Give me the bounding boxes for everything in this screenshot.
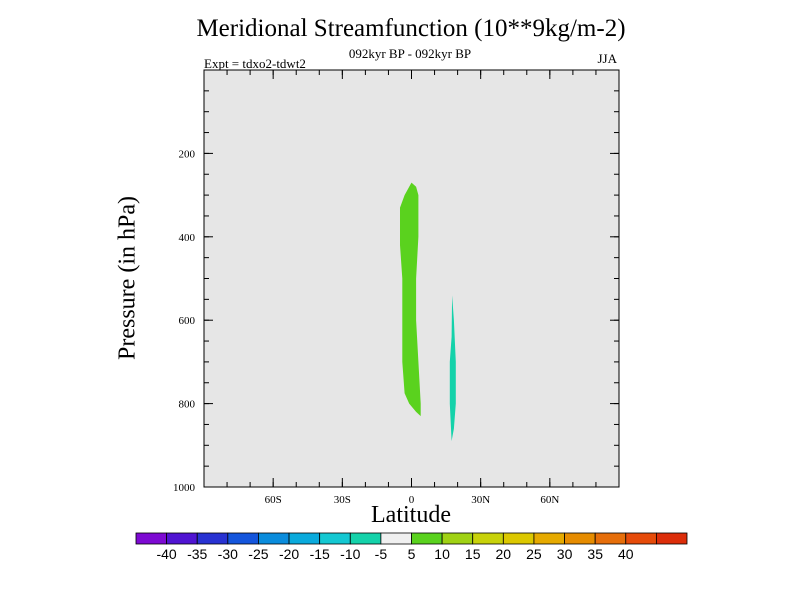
colorbar-label: -10	[340, 546, 360, 562]
colorbar-label: 40	[618, 546, 634, 562]
colorbar-label: 10	[434, 546, 450, 562]
colorbar-swatch	[533, 532, 565, 545]
colorbar-swatch	[288, 532, 321, 545]
contour-region-1	[400, 182, 421, 417]
colorbar-label: 15	[465, 546, 481, 562]
colorbar-label: -5	[375, 546, 388, 562]
colorbar-swatch	[655, 532, 688, 545]
x-tick-label: 60N	[540, 494, 559, 506]
x-tick-label: 30N	[471, 494, 490, 506]
x-tick-label: 0	[409, 494, 415, 506]
chart-subtitle-experiment: Expt = tdxo2-tdwt2	[204, 56, 306, 71]
colorbar-label: 35	[587, 546, 603, 562]
colorbar-swatch	[166, 532, 198, 545]
y-tick-label: 400	[179, 232, 196, 244]
colorbar-swatch	[625, 532, 657, 545]
colorbar-swatch	[411, 532, 443, 545]
colorbar-swatch	[441, 532, 474, 545]
y-tick-label: 1000	[173, 482, 196, 494]
colorbar-label: -40	[156, 546, 176, 562]
y-tick-label: 200	[179, 148, 196, 160]
x-axis-label: Latitude	[371, 502, 451, 528]
colorbar-label: 20	[496, 546, 512, 562]
colorbar-swatch	[196, 532, 229, 545]
y-tick-label: 800	[179, 399, 196, 411]
colorbar-label: -25	[248, 546, 268, 562]
y-tick-label: 600	[179, 315, 196, 327]
colorbar-label: -35	[187, 546, 207, 562]
chart-subtitle-period: 092kyr BP - 092kyr BP	[348, 46, 472, 61]
contour-region-2	[449, 295, 456, 442]
colorbar-label: -15	[310, 546, 330, 562]
colorbar-swatch	[472, 532, 504, 545]
colorbar-label: 5	[408, 546, 416, 562]
colorbar-swatch	[349, 532, 382, 545]
colorbar-swatch	[594, 532, 627, 545]
colorbar-label: -30	[218, 546, 238, 562]
chart-title: Meridional Streamfunction (10**9kg/m-2)	[196, 15, 626, 42]
colorbar-label: 30	[557, 546, 573, 562]
colorbar-label: 25	[526, 546, 542, 562]
x-tick-label: 30S	[334, 494, 351, 506]
colorbar-swatch	[227, 532, 259, 545]
axis-ticks: 60S 30S 0 30N 60N 200 400 600 800 1000	[173, 70, 619, 506]
colorbar-swatch	[564, 532, 596, 545]
chart-subtitle-season: JJA	[597, 51, 617, 66]
colorbar-swatch	[502, 532, 535, 545]
x-tick-label: 60S	[265, 494, 282, 506]
colorbar-label: -20	[279, 546, 299, 562]
colorbar-swatch	[135, 532, 168, 545]
colorbar-swatch	[258, 532, 290, 545]
colorbar: -40 -35 -30 -25 -20 -15 -10 -5 5 10 15 20 25 30 35 40	[135, 532, 688, 562]
plot-area	[203, 69, 620, 488]
colorbar-swatch	[319, 532, 351, 545]
colorbar-swatch	[380, 532, 412, 545]
